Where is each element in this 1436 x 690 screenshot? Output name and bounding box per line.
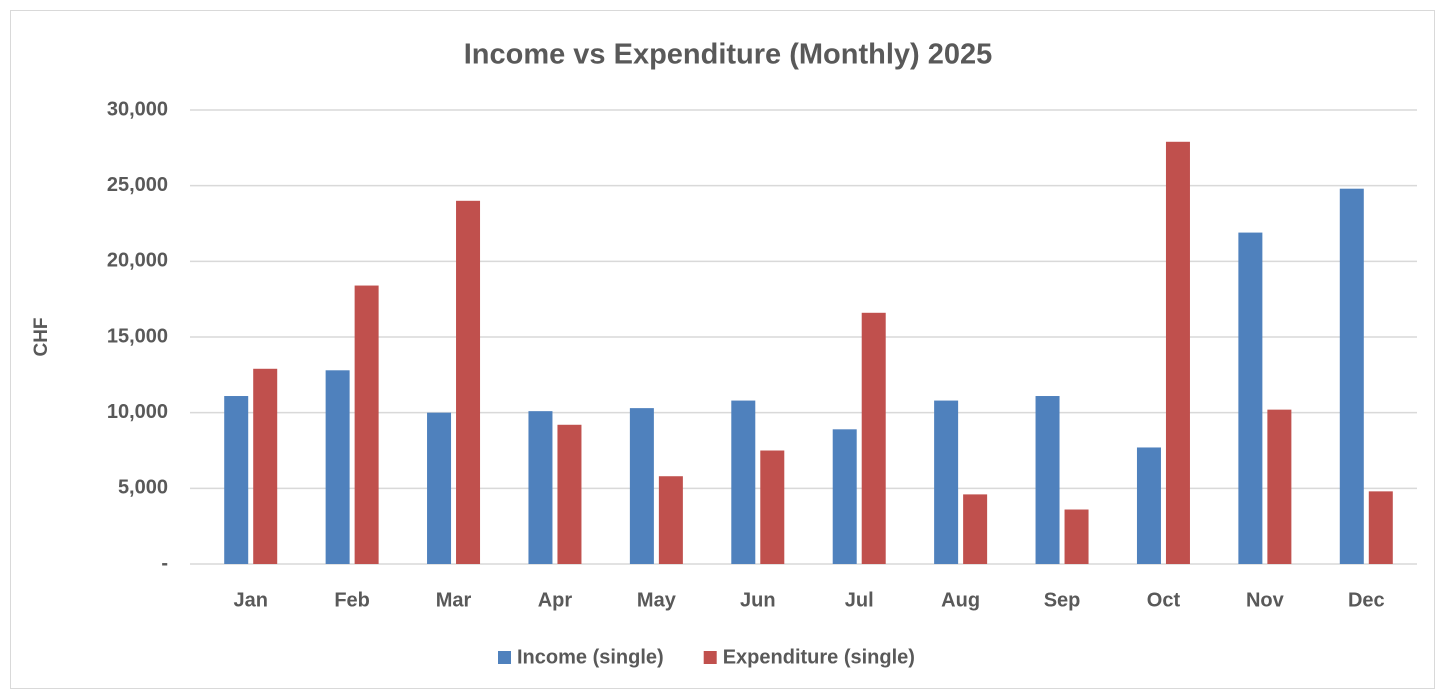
x-tick-label: May [637,589,677,611]
x-tick-label: Jan [233,589,267,611]
bar [528,411,553,564]
bar [224,396,249,564]
bar [1165,141,1190,564]
bar [456,200,481,565]
x-tick-label: Jun [740,589,776,611]
legend-label: Expenditure (single) [723,646,915,668]
y-tick-label: 30,000 [107,98,168,120]
bar [629,408,654,564]
bar [934,400,959,564]
legend-label: Income (single) [517,646,664,668]
bar [1238,232,1263,564]
bar [1368,491,1393,564]
bar [963,494,988,564]
y-tick-label: 5,000 [118,477,168,499]
x-tick-label: Nov [1246,589,1285,611]
bar [1136,447,1161,564]
x-tick-label: Jul [845,589,874,611]
y-tick-label: 25,000 [107,174,168,196]
chart-title: Income vs Expenditure (Monthly) 2025 [464,39,993,71]
y-tick-label: - [161,552,168,574]
bar [427,412,452,564]
x-tick-label: Sep [1044,589,1081,611]
bar [861,312,886,564]
y-tick-label: 10,000 [107,401,168,423]
bar [1267,409,1292,564]
y-tick-label: 15,000 [107,325,168,347]
bar [658,476,683,564]
bar [253,368,278,564]
bar [1339,188,1364,564]
bar [832,429,857,564]
y-axis-label: CHF [31,317,52,356]
bar [354,285,379,564]
bar [731,400,756,564]
bar [1064,509,1089,564]
bar [325,370,350,564]
bar [760,450,785,564]
bar [1035,396,1060,564]
bar [557,424,582,564]
x-tick-label: Dec [1348,589,1385,611]
y-tick-label: 20,000 [107,250,168,272]
chart-border [10,10,1435,689]
x-tick-label: Apr [538,589,573,611]
x-tick-label: Feb [334,589,370,611]
legend-swatch [498,651,511,664]
legend-swatch [703,651,717,664]
x-tick-label: Mar [436,589,472,611]
x-tick-label: Oct [1147,589,1181,611]
x-tick-label: Aug [941,589,980,611]
